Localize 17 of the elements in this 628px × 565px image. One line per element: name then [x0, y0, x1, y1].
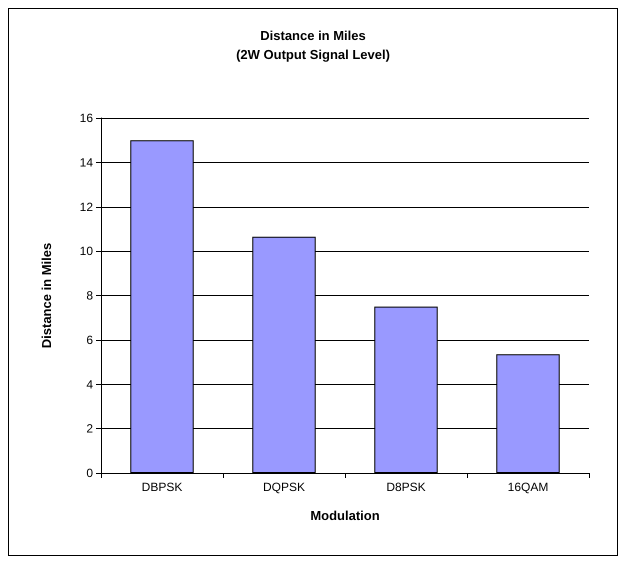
x-tick-label: D8PSK: [386, 480, 426, 494]
y-tick-label: 2: [86, 422, 94, 436]
x-axis-title: Modulation: [310, 508, 380, 523]
chart-subtitle: (2W Output Signal Level): [236, 47, 390, 62]
y-tick-label: 8: [86, 288, 94, 302]
y-tick-label: 0: [86, 466, 94, 480]
y-tick-label: 14: [80, 155, 94, 170]
chart-title: Distance in Miles: [260, 28, 366, 43]
y-axis-title: Distance in Miles: [39, 242, 54, 348]
y-tick-label: 4: [86, 377, 94, 392]
x-tick-label: 16QAM: [508, 480, 548, 494]
y-tick-label: 10: [80, 244, 94, 258]
y-tick-label: 16: [80, 111, 94, 125]
x-tick-label: DQPSK: [262, 480, 306, 494]
y-tick-label: 12: [80, 200, 94, 214]
x-tick-label: DBPSK: [142, 480, 182, 494]
y-tick-label: 6: [86, 332, 94, 347]
